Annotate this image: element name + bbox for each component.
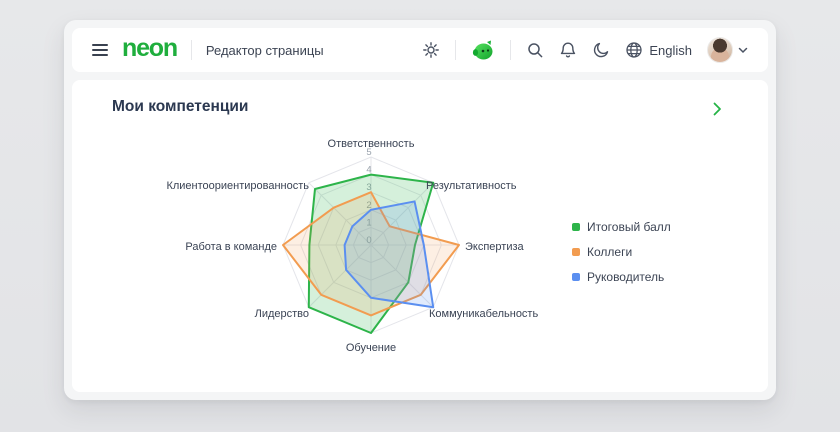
- radar-tick-label: 3: [366, 182, 371, 193]
- divider: [190, 40, 192, 60]
- legend-swatch: [572, 248, 580, 256]
- radar-axis-label: Клиентоориентированность: [166, 180, 309, 192]
- radar-tick-label: 5: [366, 147, 371, 158]
- card-title: Мои компетенции: [112, 98, 249, 115]
- legend-item[interactable]: Итоговый балл: [572, 220, 671, 234]
- chart-legend: Итоговый балл Коллеги Руководитель: [572, 220, 671, 284]
- radar-axis-spoke: [370, 244, 434, 308]
- legend-swatch: [572, 273, 580, 281]
- radar-tick-label: 4: [366, 165, 371, 176]
- radar-tick-label: 1: [366, 217, 371, 228]
- user-menu[interactable]: [707, 37, 748, 63]
- language-globe-icon: [625, 41, 643, 59]
- settings-gear-icon[interactable]: [422, 41, 440, 59]
- radar-tick-label: 2: [366, 200, 371, 211]
- notifications-bell-icon[interactable]: [559, 41, 577, 59]
- neon-logo[interactable]: neon: [122, 34, 178, 62]
- radar-series-Итоговый балл: [307, 173, 435, 334]
- radar-axis-spoke: [308, 182, 372, 246]
- language-selector[interactable]: English: [625, 41, 692, 59]
- radar-axis-label: Ответственность: [328, 138, 415, 150]
- radar-axis-label: Коммуникабельность: [429, 308, 538, 320]
- radar-series-Руководитель: [343, 200, 435, 309]
- legend-swatch: [572, 223, 580, 231]
- legend-label: Руководитель: [587, 270, 665, 284]
- language-label: English: [649, 42, 692, 58]
- radar-axis-label: Обучение: [346, 342, 396, 354]
- legend-label: Итоговый балл: [587, 220, 671, 234]
- radar-axis-label: Лидерство: [255, 308, 309, 320]
- legend-item[interactable]: Коллеги: [572, 245, 671, 259]
- dark-mode-moon-icon[interactable]: [592, 41, 610, 59]
- user-avatar: [707, 37, 733, 63]
- chevron-down-icon: [738, 47, 748, 53]
- hamburger-menu-icon[interactable]: [92, 44, 108, 56]
- radar-axis-spoke: [308, 244, 372, 308]
- divider: [510, 40, 512, 60]
- legend-label: Коллеги: [587, 245, 633, 259]
- radar-axis-label: Работа в команде: [185, 241, 277, 253]
- app-header: neon Редактор страницы: [72, 28, 768, 72]
- app-window: neon Редактор страницы: [64, 20, 776, 400]
- radar-axis-label: Результативность: [426, 180, 517, 192]
- legend-item[interactable]: Руководитель: [572, 270, 671, 284]
- radar-axis-label: Экспертиза: [465, 241, 525, 253]
- mascot-icon[interactable]: [471, 39, 495, 61]
- page-title: Редактор страницы: [205, 42, 324, 58]
- search-icon[interactable]: [526, 41, 544, 59]
- radar-axis-spoke: [370, 182, 434, 246]
- divider: [455, 40, 457, 60]
- radar-series-Коллеги: [282, 191, 460, 317]
- radar-tick-label: 0: [366, 235, 371, 246]
- chevron-right-icon[interactable]: [713, 102, 722, 121]
